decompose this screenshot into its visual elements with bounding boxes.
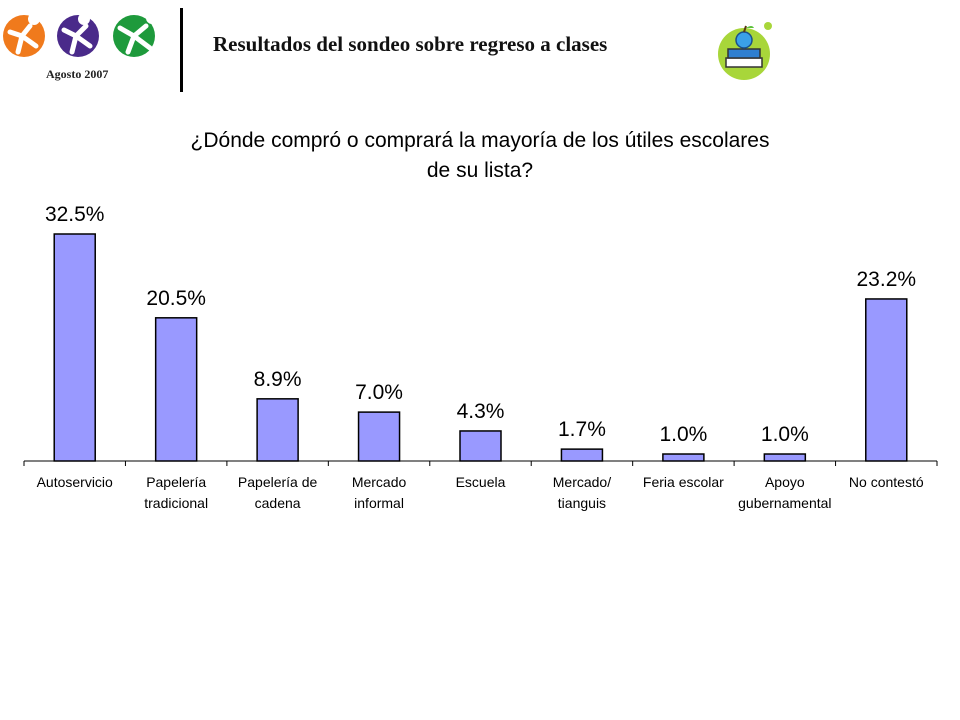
category-label: cadena [255,495,301,511]
category-label: Mercado/ [553,474,611,490]
bar [560,448,604,462]
category-label: Apoyo [765,474,805,490]
category-label: Feria escolar [643,474,724,490]
header: Agosto 2007 Resultados del sondeo sobre … [0,0,960,100]
category-label: informal [354,495,404,511]
chart-title-line-1: ¿Dónde compró o comprará la mayoría de l… [190,129,770,152]
header-divider [180,8,183,92]
data-label: 32.5% [45,203,105,226]
data-label: 23.2% [857,268,917,291]
data-label: 1.7% [558,418,606,441]
bar [459,430,502,462]
bar [763,453,807,462]
data-label: 7.0% [355,381,403,404]
books-apple-icon [718,22,772,80]
category-label: tianguis [558,495,606,511]
category-label: No contestó [849,474,924,490]
bar [662,453,705,462]
chart-title-line-2: de su lista? [426,159,534,182]
purple-figure-icon [57,13,99,57]
data-label: 20.5% [146,287,206,310]
bar [357,411,401,462]
category-label: tradicional [144,495,208,511]
category-label: Escuela [456,474,506,490]
bar [256,398,299,462]
category-label: gubernamental [738,495,831,511]
bar [154,317,198,462]
chart-title: ¿Dónde compró o comprará la mayoría de l… [60,126,900,186]
category-label: Mercado [352,474,407,490]
page-title: Resultados del sondeo sobre regreso a cl… [213,32,608,56]
green-figure-icon [113,12,158,57]
bar [53,233,96,462]
organization-logos [3,12,158,57]
data-label: 4.3% [457,400,505,423]
category-label: Autoservicio [37,474,113,490]
data-label: 1.0% [659,423,707,446]
category-label: Papelería [146,474,206,490]
bar [865,298,908,462]
data-label: 8.9% [254,368,302,391]
data-label: 1.0% [761,423,809,446]
survey-date: Agosto 2007 [46,67,109,81]
category-label: Papelería de [238,474,318,490]
orange-figure-icon [3,13,45,57]
